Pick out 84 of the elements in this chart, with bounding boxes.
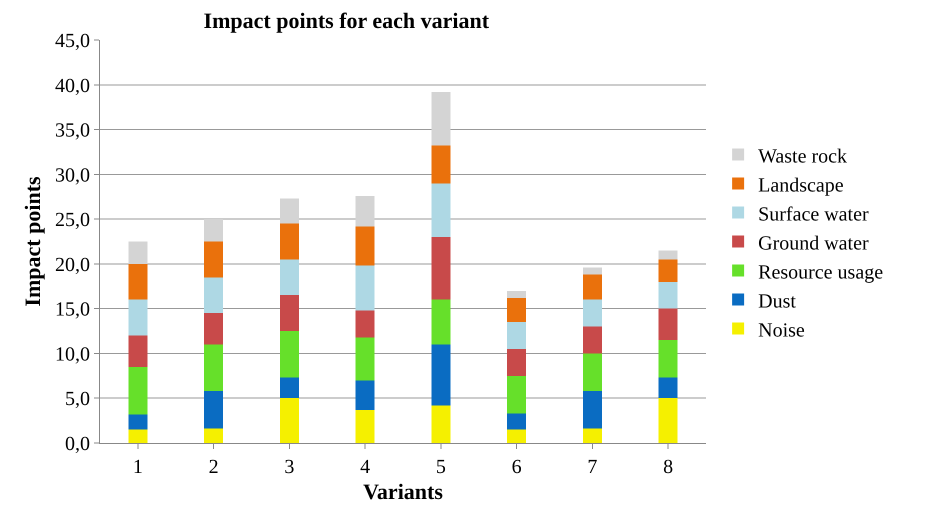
bar [658, 398, 678, 443]
y-tick-label: 30,0 [55, 164, 90, 186]
bar [582, 274, 602, 300]
x-tick-label: 7 [587, 456, 598, 478]
legend-label: Surface water [758, 203, 869, 226]
y-tick-label: 15,0 [55, 298, 90, 321]
bar [356, 196, 375, 226]
bar [128, 300, 148, 336]
y-tick-label: 5,0 [65, 388, 90, 410]
bar [658, 308, 678, 340]
bar [356, 310, 375, 338]
bar [582, 300, 602, 327]
bar [204, 277, 224, 314]
y-tick-label: 20,0 [55, 254, 90, 276]
x-tick-label: 2 [208, 456, 219, 478]
y-tick-label: 0,0 [65, 433, 90, 455]
y-tick-label: 35,0 [55, 120, 90, 142]
bar [658, 250, 678, 260]
bar [204, 313, 224, 344]
bar [582, 326, 602, 354]
legend-label: Landscape [758, 174, 844, 196]
bar [128, 414, 148, 430]
bar [280, 331, 299, 378]
bar [280, 295, 299, 332]
y-tick-label: 40,0 [55, 74, 90, 97]
bar [582, 353, 602, 392]
bar [204, 242, 224, 278]
bar [356, 410, 375, 443]
legend-label: Resource usage [758, 261, 884, 284]
x-tick-label: 5 [436, 456, 446, 478]
bar [507, 413, 526, 430]
bar [204, 219, 224, 242]
bar [658, 259, 678, 282]
x-tick-label: 8 [663, 456, 674, 478]
bar [280, 198, 299, 224]
x-tick-label: 1 [132, 456, 143, 478]
bar [128, 430, 148, 443]
bar [280, 398, 299, 443]
bar [582, 391, 602, 429]
bar [431, 300, 450, 344]
bar [128, 336, 148, 367]
bar [204, 391, 224, 429]
bar [204, 344, 224, 392]
bar [507, 290, 526, 298]
legend-label: Ground water [758, 232, 869, 254]
bar [356, 337, 375, 380]
legend-label: Noise [758, 319, 805, 342]
chart-title: Impact points for each variant [204, 8, 490, 34]
bar [582, 267, 602, 275]
bar [507, 430, 526, 443]
bar [507, 376, 526, 414]
legend-label: Waste rock [758, 145, 848, 168]
bar [431, 183, 450, 238]
bar [431, 237, 450, 300]
x-axis-title: Variants [363, 478, 444, 504]
bar [356, 266, 375, 310]
bar [658, 340, 678, 378]
y-axis-title: Impact points [20, 176, 45, 307]
bar [280, 378, 299, 398]
bar [431, 344, 450, 406]
x-tick-label: 6 [512, 456, 522, 478]
y-tick-label: 10,0 [55, 343, 90, 366]
bar [356, 226, 375, 266]
bar [431, 146, 450, 184]
y-tick-label: 45,0 [55, 30, 90, 52]
bar [658, 282, 678, 309]
bar [128, 366, 148, 414]
bar [128, 242, 148, 264]
bar [507, 322, 526, 349]
bar [431, 405, 450, 443]
bar [128, 264, 148, 300]
bar [507, 348, 526, 376]
x-tick-label: 4 [360, 456, 370, 478]
bar [280, 224, 299, 260]
bar [204, 428, 224, 443]
legend-label: Dust [758, 290, 796, 312]
bar [658, 378, 678, 398]
bar [507, 298, 526, 322]
bar [431, 92, 450, 146]
x-tick-label: 3 [284, 456, 294, 478]
bar [280, 259, 299, 296]
bar [582, 428, 602, 443]
bar [356, 380, 375, 410]
y-tick-label: 25,0 [55, 209, 90, 232]
